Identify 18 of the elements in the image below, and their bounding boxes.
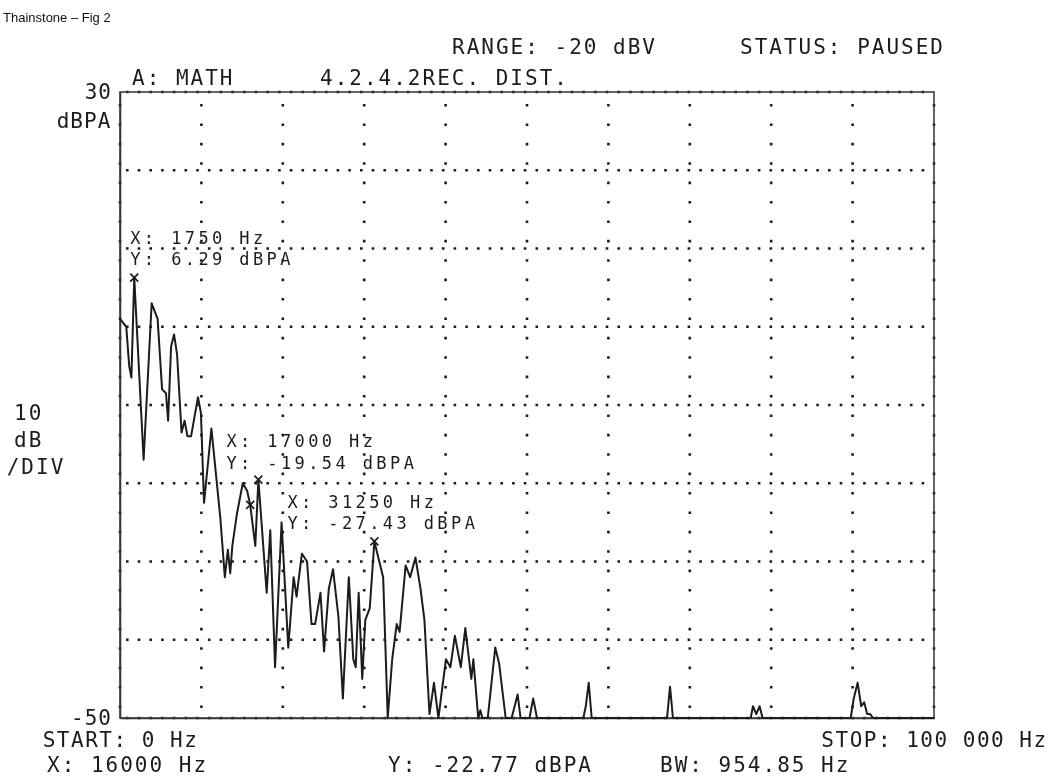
text: RANGE: -20 dBV xyxy=(452,35,658,59)
point xyxy=(253,474,264,485)
text: 10 dB /DIV xyxy=(6,401,66,479)
chart-title: Thainstone – Fig 2 xyxy=(3,10,111,25)
annotation: X: 31250 Hz Y: -27.43 dBPA xyxy=(287,492,479,534)
y-axis-title: dBPA xyxy=(56,109,112,133)
point xyxy=(129,272,140,283)
text: 4.2.4.2REC. DIST. xyxy=(320,66,569,90)
point xyxy=(245,500,256,510)
text: STATUS: PAUSED xyxy=(740,35,946,59)
annotation: X: 17000 Hz Y: -19.54 dBPA xyxy=(226,430,418,473)
y-tick-label: 30 xyxy=(84,80,112,105)
text: BW: 954.85 Hz xyxy=(660,753,851,777)
text: A: MATH xyxy=(132,66,235,90)
annotation: X: 1750 Hz Y: 6.29 dBPA xyxy=(130,227,294,269)
x-tick-label: STOP: 100 000 Hz xyxy=(821,727,1048,752)
point xyxy=(369,536,380,547)
text: X: 16000 Hz Y: -22.77 dBPA xyxy=(47,753,594,777)
